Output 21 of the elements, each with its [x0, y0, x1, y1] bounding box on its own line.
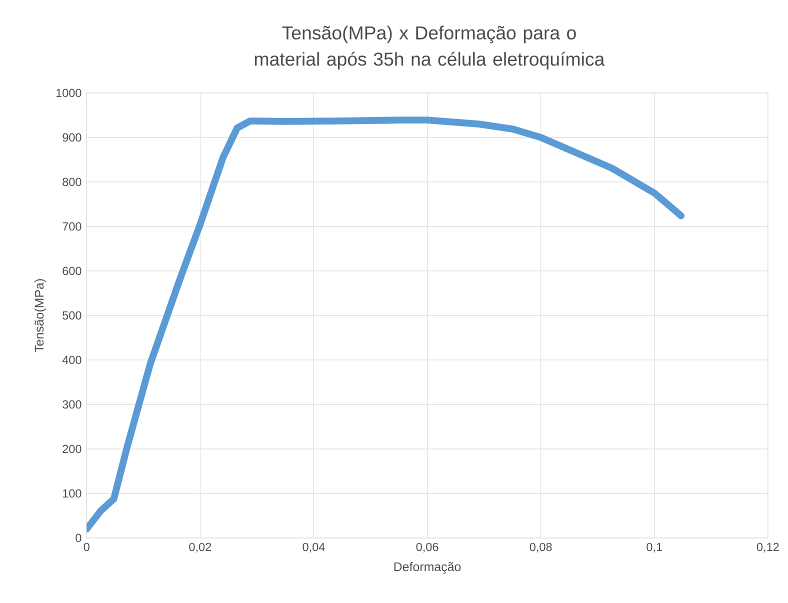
- x-tick-label: 0,04: [302, 542, 325, 553]
- y-tick-label: 500: [62, 311, 82, 320]
- chart-title: Tensão(MPa) x Deformação para o material após 35h na célula eletroquímica: [254, 26, 605, 70]
- x-tick-label: 0,06: [416, 542, 438, 553]
- y-tick-label: 600: [62, 266, 82, 276]
- y-tick-label: 0: [76, 534, 82, 542]
- x-tick-label: 0,08: [530, 542, 552, 553]
- x-tick-label: 0,12: [756, 542, 779, 553]
- y-tick-label: 700: [62, 222, 82, 231]
- x-tick-label: 0: [84, 542, 90, 552]
- x-tick-label: 0,1: [646, 542, 662, 553]
- y-tick-label: 800: [62, 178, 82, 186]
- y-tick-label: 300: [62, 400, 82, 409]
- y-tick-label: 400: [62, 356, 82, 364]
- x-axis-title: Deformação: [394, 562, 461, 574]
- y-tick-label: 900: [62, 133, 82, 142]
- y-tick-label: 100: [63, 489, 82, 498]
- y-tick-label: 200: [62, 444, 82, 454]
- y-tick-label: 1000: [56, 88, 82, 98]
- x-tick-label: 0,02: [189, 542, 212, 553]
- y-axis-title: Tensão(MPa): [34, 279, 46, 352]
